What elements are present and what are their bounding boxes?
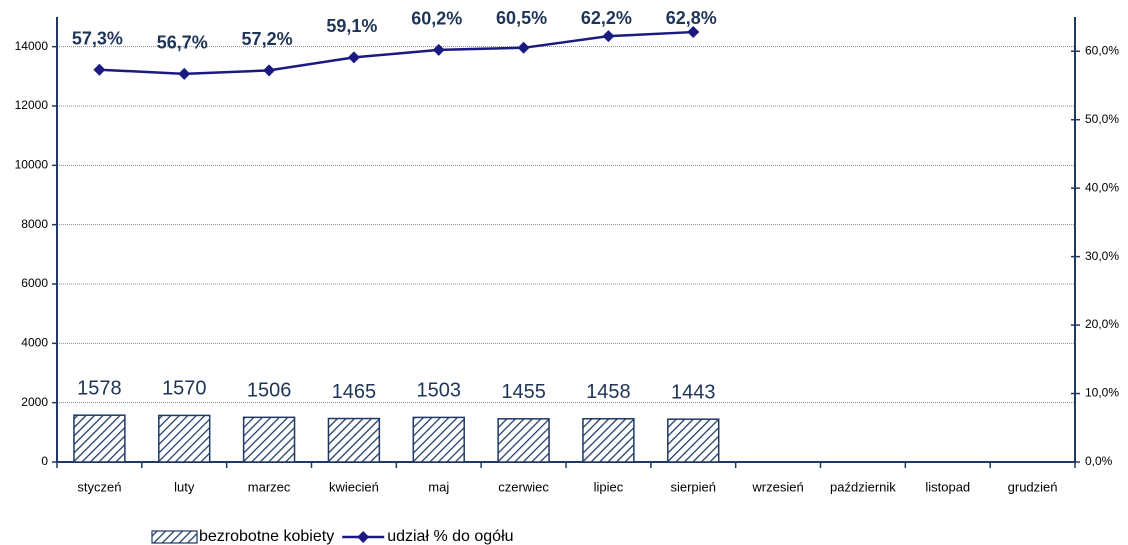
y2-tick-label: 10,0% bbox=[1085, 386, 1119, 400]
x-tick-label: styczeń bbox=[77, 479, 121, 494]
line-value-label: 62,8% bbox=[666, 8, 717, 28]
y2-tick-label: 40,0% bbox=[1085, 180, 1119, 194]
line-marker bbox=[347, 51, 360, 64]
bar bbox=[73, 414, 126, 463]
line-marker bbox=[602, 30, 615, 43]
x-tick-label: grudzień bbox=[1008, 479, 1058, 494]
bar bbox=[327, 417, 381, 463]
x-tick-label: kwiecień bbox=[329, 479, 379, 494]
bar bbox=[582, 417, 635, 463]
bar bbox=[667, 418, 720, 463]
line-marker bbox=[687, 26, 700, 39]
y2-tick-label: 60,0% bbox=[1085, 43, 1119, 57]
line-value-label: 62,2% bbox=[581, 8, 632, 28]
y2-tick-label: 50,0% bbox=[1085, 112, 1119, 126]
x-tick-label: lipiec bbox=[594, 479, 624, 494]
line-value-label: 60,2% bbox=[411, 9, 462, 29]
x-tick-label: marzec bbox=[248, 479, 291, 494]
bar bbox=[497, 418, 550, 463]
legend-marker bbox=[357, 531, 370, 543]
line-marker bbox=[432, 43, 445, 56]
line-value-label: 59,1% bbox=[326, 16, 377, 36]
legend-label: bezrobotne kobiety bbox=[199, 528, 334, 545]
line bbox=[99, 30, 694, 76]
y-tick-label: 12000 bbox=[15, 98, 49, 112]
line-value-label: 56,7% bbox=[157, 33, 208, 53]
line-marker bbox=[178, 67, 191, 80]
y2-tick-label: 0,0% bbox=[1085, 454, 1113, 468]
y-tick-label: 10000 bbox=[15, 158, 49, 172]
legend-swatch bbox=[151, 530, 198, 544]
y-tick-label: 8000 bbox=[21, 217, 48, 231]
x-tick-label: październik bbox=[830, 479, 896, 494]
bar bbox=[242, 416, 296, 463]
line-marker bbox=[93, 63, 106, 76]
bar bbox=[158, 414, 211, 463]
bar-value-label: 1503 bbox=[417, 380, 462, 402]
y-tick-label: 4000 bbox=[21, 336, 48, 350]
y-tick-label: 2000 bbox=[21, 395, 48, 409]
x-tick-label: wrzesień bbox=[751, 479, 803, 494]
y2-tick-label: 20,0% bbox=[1085, 317, 1119, 331]
bar-value-label: 1570 bbox=[162, 378, 207, 400]
y-tick-label: 6000 bbox=[21, 276, 48, 290]
y-tick-label: 14000 bbox=[15, 39, 49, 53]
bar-value-label: 1455 bbox=[501, 381, 546, 403]
bar-value-label: 1465 bbox=[332, 381, 377, 403]
y2-tick-label: 30,0% bbox=[1085, 249, 1119, 263]
bar-value-label: 1506 bbox=[247, 380, 292, 402]
y-tick-label: 0 bbox=[41, 454, 48, 468]
legend-label: udział % do ogółu bbox=[387, 528, 513, 545]
line-marker bbox=[517, 41, 530, 54]
bar-value-label: 1443 bbox=[671, 381, 716, 403]
x-tick-label: czerwiec bbox=[498, 479, 549, 494]
x-tick-label: listopad bbox=[925, 479, 970, 494]
bar-value-label: 1578 bbox=[77, 377, 122, 399]
line-value-label: 57,3% bbox=[72, 28, 123, 48]
line-value-label: 60,5% bbox=[496, 8, 547, 28]
x-tick-label: sierpień bbox=[670, 479, 716, 494]
bar bbox=[412, 416, 465, 463]
x-tick-label: luty bbox=[174, 479, 195, 494]
x-tick-label: maj bbox=[428, 479, 449, 494]
line-value-label: 57,2% bbox=[242, 29, 293, 49]
line-marker bbox=[263, 64, 276, 77]
bar-value-label: 1458 bbox=[586, 381, 631, 403]
